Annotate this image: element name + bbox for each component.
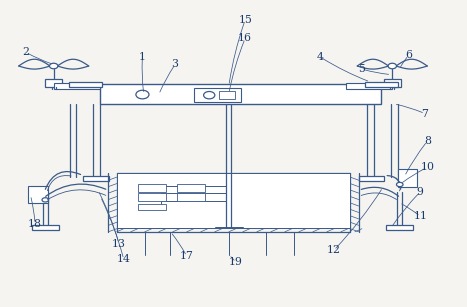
Bar [386,225,413,230]
Bar [177,184,205,192]
Text: 11: 11 [413,212,427,221]
Bar [365,82,398,87]
Circle shape [136,90,149,99]
Text: 5: 5 [359,64,365,74]
Bar [138,184,166,192]
Bar [32,225,59,230]
Bar [54,83,100,89]
Circle shape [204,91,215,99]
Text: 15: 15 [238,15,252,25]
Text: 7: 7 [422,109,428,119]
Bar [384,79,401,87]
Bar [117,173,350,228]
Text: 2: 2 [22,47,29,57]
Bar [177,193,205,201]
Circle shape [50,63,58,69]
Bar [194,88,241,102]
Text: 14: 14 [117,255,131,264]
Bar [346,83,392,89]
Text: 6: 6 [405,50,412,60]
Bar [219,91,235,99]
Bar [359,176,384,181]
Text: 18: 18 [28,219,42,229]
Circle shape [42,198,49,202]
Circle shape [388,63,396,69]
Text: 3: 3 [172,60,178,69]
Text: 16: 16 [238,33,252,43]
Text: 19: 19 [229,258,243,267]
Bar [69,82,102,87]
Bar [138,193,166,201]
Text: 1: 1 [139,52,146,62]
Text: 17: 17 [180,251,194,261]
Text: 12: 12 [327,245,341,255]
Circle shape [396,182,403,187]
Text: 10: 10 [420,162,434,172]
Bar [83,176,109,181]
Bar [398,169,417,187]
Text: 8: 8 [424,136,431,146]
Text: 13: 13 [112,239,126,249]
Bar [100,84,381,104]
Text: 4: 4 [317,52,323,62]
Bar [138,204,166,210]
Bar [45,79,62,87]
Bar [28,186,48,203]
Text: 9: 9 [417,187,424,197]
